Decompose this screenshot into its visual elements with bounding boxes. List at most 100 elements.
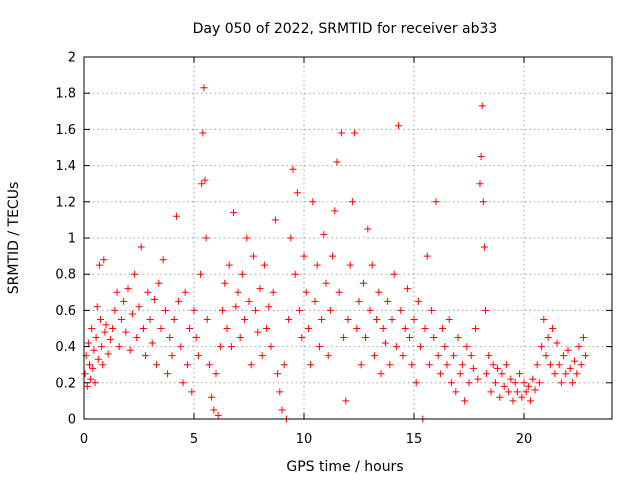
data-point	[557, 379, 565, 387]
data-point	[302, 288, 310, 296]
y-axis-label: SRMTID / TECUs	[6, 182, 22, 295]
data-point	[258, 352, 266, 360]
y-tick-label: 2	[68, 51, 76, 66]
data-point	[403, 285, 411, 293]
data-point	[454, 334, 462, 342]
data-point	[485, 352, 493, 360]
data-point	[199, 129, 207, 137]
x-tick-label: 10	[296, 432, 313, 447]
x-tick-label: 5	[190, 432, 198, 447]
data-point	[120, 297, 128, 305]
data-point	[335, 288, 343, 296]
data-point	[527, 397, 535, 405]
data-point	[117, 315, 125, 323]
data-point	[291, 270, 299, 278]
data-point	[137, 243, 145, 251]
data-point	[99, 361, 107, 369]
data-point	[263, 325, 271, 332]
data-point	[324, 352, 332, 360]
data-point	[230, 209, 238, 217]
data-point	[164, 370, 172, 378]
data-point	[489, 361, 497, 369]
data-point	[511, 379, 519, 387]
data-point	[549, 325, 557, 332]
data-point	[179, 379, 187, 387]
data-point	[553, 339, 561, 347]
data-point	[577, 361, 585, 369]
data-point	[227, 343, 235, 351]
data-point	[516, 370, 524, 378]
data-point	[203, 315, 211, 323]
data-point	[477, 153, 485, 161]
data-point	[436, 370, 444, 378]
data-point	[186, 325, 194, 332]
data-point	[474, 375, 482, 383]
data-point	[318, 315, 326, 323]
data-point	[172, 212, 180, 220]
data-point	[278, 406, 286, 414]
data-point	[300, 252, 308, 260]
data-point	[447, 379, 455, 387]
data-point	[370, 352, 378, 360]
data-point	[296, 306, 304, 314]
data-point	[201, 176, 209, 184]
data-point	[538, 343, 546, 351]
data-point	[560, 352, 568, 360]
data-point	[245, 297, 253, 305]
data-point	[399, 352, 407, 360]
data-point	[381, 339, 389, 347]
data-point	[97, 315, 104, 323]
data-point	[582, 352, 590, 360]
data-point	[133, 334, 141, 342]
data-point	[562, 370, 570, 378]
data-point	[456, 370, 464, 378]
data-point	[192, 334, 200, 342]
chart-title: Day 050 of 2022, SRMTID for receiver ab3…	[193, 21, 498, 37]
grid-lines	[84, 57, 612, 419]
data-point	[498, 370, 506, 378]
data-point	[161, 306, 169, 314]
data-point	[148, 339, 156, 347]
data-point	[104, 350, 112, 358]
data-point	[315, 343, 323, 351]
data-point	[106, 335, 114, 343]
data-point	[175, 297, 183, 305]
data-point	[208, 393, 216, 401]
data-point	[102, 321, 110, 329]
data-point	[254, 328, 262, 336]
x-tick-label: 15	[406, 432, 423, 447]
x-axis-label: GPS time / hours	[286, 459, 403, 475]
data-point	[346, 261, 354, 269]
data-point	[443, 361, 451, 369]
data-point	[190, 306, 198, 314]
data-point	[219, 306, 227, 314]
data-point	[472, 325, 480, 332]
data-point	[269, 288, 277, 296]
data-point	[249, 252, 257, 260]
data-point	[540, 315, 548, 323]
data-point	[131, 270, 139, 278]
data-point	[476, 180, 484, 188]
data-point	[111, 306, 119, 314]
data-point	[146, 315, 154, 323]
data-point	[92, 334, 100, 342]
y-tick-label: 1.2	[55, 195, 76, 210]
data-point	[87, 375, 95, 383]
data-point	[379, 325, 387, 332]
data-point	[573, 370, 581, 378]
data-point	[307, 361, 315, 369]
data-point	[439, 325, 447, 332]
data-point	[546, 361, 554, 369]
data-point	[267, 343, 275, 351]
data-point	[183, 361, 191, 369]
data-point	[298, 334, 306, 342]
data-point	[423, 252, 431, 260]
data-point	[293, 189, 301, 197]
plot-frame	[83, 56, 613, 420]
data-point	[496, 393, 504, 401]
data-point	[395, 122, 403, 130]
data-point	[326, 306, 334, 314]
data-point	[524, 382, 532, 390]
data-point	[83, 382, 91, 390]
data-point	[505, 388, 513, 396]
